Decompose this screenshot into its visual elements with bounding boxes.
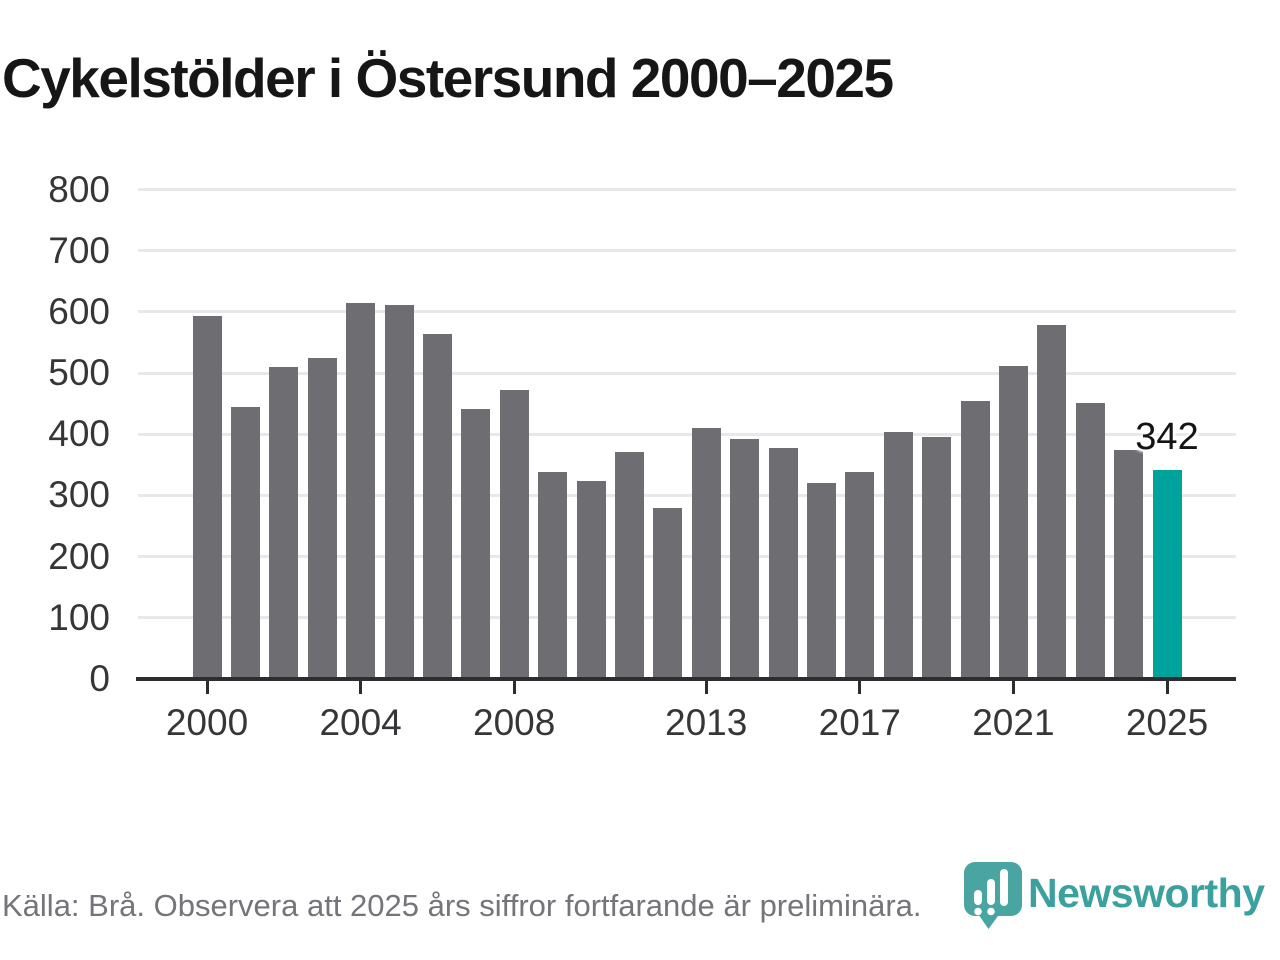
bar-2013 — [691, 428, 721, 679]
bar-2009 — [538, 471, 568, 679]
y-axis-label-0: 0 — [89, 658, 110, 699]
bar-2012 — [653, 508, 683, 679]
x-axis-label-2004: 2004 — [319, 702, 402, 743]
bar-2021 — [998, 365, 1028, 679]
bar-2014 — [730, 439, 760, 679]
gridline-200 — [138, 555, 1236, 559]
x-axis-label-2021: 2021 — [972, 702, 1055, 743]
x-tick-2021 — [1011, 681, 1015, 694]
x-tick-2017 — [858, 681, 862, 694]
x-tick-2008 — [512, 681, 516, 694]
bar-2022 — [1037, 324, 1067, 679]
x-tick-2013 — [704, 681, 708, 694]
bar-2005 — [384, 304, 414, 679]
y-axis-label-400: 400 — [48, 413, 110, 455]
x-tick-2000 — [205, 681, 209, 694]
y-axis-label-700: 700 — [48, 229, 110, 271]
gridline-500 — [138, 371, 1236, 375]
bar-2004 — [346, 303, 376, 679]
gridline-100 — [138, 616, 1236, 620]
bar-2011 — [614, 452, 644, 679]
y-axis-label-600: 600 — [48, 290, 110, 332]
x-axis-label-2017: 2017 — [818, 702, 901, 743]
gridline-300 — [138, 493, 1236, 497]
bar-value-label: 342 — [1135, 415, 1199, 458]
bar-2018 — [883, 432, 913, 679]
chart-title: Cykelstölder i Östersund 2000–2025 — [2, 47, 894, 109]
bar-2003 — [307, 357, 337, 679]
x-axis-label-2008: 2008 — [473, 702, 556, 743]
bar-2006 — [422, 334, 452, 679]
y-axis-label-100: 100 — [48, 596, 110, 638]
bar-2002 — [269, 367, 299, 679]
newsworthy-pin-icon — [964, 862, 1022, 929]
bar-2007 — [461, 409, 491, 679]
gridline-400 — [138, 432, 1236, 436]
bar-2017 — [845, 471, 875, 679]
y-axis-label-200: 200 — [48, 535, 110, 577]
x-axis-label-2000: 2000 — [165, 702, 249, 743]
bar-2020 — [960, 400, 990, 679]
x-tick-2025 — [1165, 681, 1169, 694]
bar-2000 — [192, 316, 222, 679]
x-axis-label-2013: 2013 — [665, 702, 748, 743]
bar-2023 — [1075, 402, 1105, 679]
bar-2001 — [230, 406, 260, 679]
newsworthy-logo-text: Newsworthy — [1028, 870, 1265, 916]
x-axis-line — [136, 677, 1236, 681]
bar-2025 — [1152, 469, 1182, 679]
bar-2016 — [806, 482, 836, 679]
bar-2010 — [576, 480, 606, 679]
x-tick-2004 — [359, 681, 363, 694]
y-axis-label-300: 300 — [48, 474, 110, 516]
y-axis-label-500: 500 — [48, 352, 110, 394]
bar-2008 — [499, 390, 529, 679]
y-axis-label-800: 800 — [48, 168, 110, 210]
gridline-800 — [138, 188, 1236, 192]
bar-2019 — [922, 437, 952, 679]
gridline-700 — [138, 249, 1236, 253]
bar-2024 — [1114, 449, 1144, 679]
gridline-600 — [138, 310, 1236, 314]
source-note: Källa: Brå. Observera att 2025 års siffr… — [2, 888, 922, 923]
x-axis-label-2025: 2025 — [1125, 702, 1209, 743]
bar-2015 — [768, 448, 798, 679]
